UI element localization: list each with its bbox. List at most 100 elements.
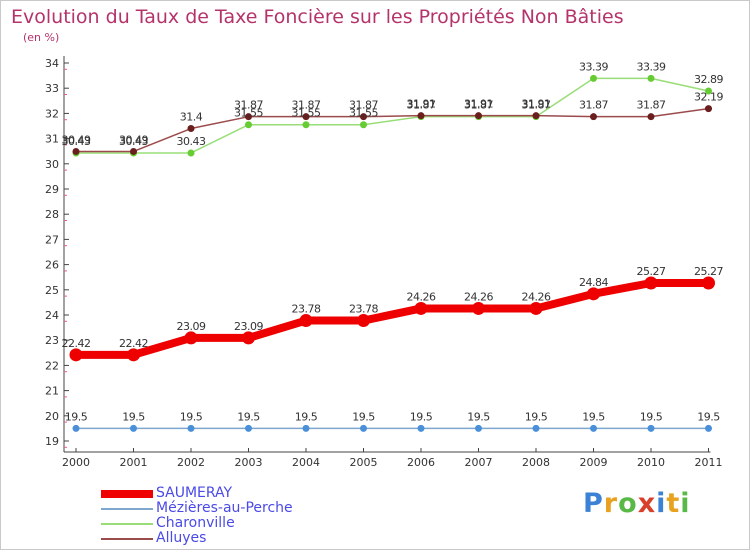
- data-label: 33.39: [637, 60, 666, 73]
- data-point: [475, 112, 482, 120]
- data-label: 30.43: [62, 135, 91, 148]
- data-label: 19.5: [237, 410, 260, 423]
- data-label: 19.5: [180, 410, 203, 423]
- data-label: 32.19: [694, 91, 723, 104]
- data-point: [532, 424, 540, 432]
- x-tick-label: 2008: [522, 456, 550, 469]
- data-point: [417, 424, 425, 432]
- data-label: 19.5: [697, 410, 720, 423]
- data-point: [647, 424, 655, 432]
- series-line-3: [76, 107, 709, 153]
- x-tick-label: 2001: [120, 456, 148, 469]
- logo-letter: r: [603, 488, 619, 519]
- data-label: 19.5: [295, 410, 318, 423]
- data-label: 31.87: [349, 99, 378, 112]
- data-point: [529, 301, 543, 315]
- x-tick-label: 2011: [695, 456, 723, 469]
- data-point: [302, 424, 310, 432]
- data-point: [242, 331, 255, 345]
- data-label: 23.09: [177, 320, 206, 333]
- data-point: [245, 424, 252, 432]
- logo-letter: P: [583, 488, 604, 519]
- x-tick-label: 2004: [292, 456, 320, 469]
- x-tick-label: 2000: [62, 456, 90, 469]
- data-label: 19.5: [352, 410, 375, 423]
- data-label: 22.42: [62, 337, 91, 350]
- data-label: 31.55: [292, 107, 321, 120]
- data-label: 19.5: [410, 410, 433, 423]
- data-label: 30.49: [119, 133, 148, 146]
- data-point: [590, 74, 597, 82]
- data-point: [299, 314, 313, 328]
- legend-label: SAUMERAY: [156, 485, 233, 501]
- y-tick-label: 20: [45, 410, 59, 423]
- logo-letter: x: [637, 488, 657, 519]
- data-label: 25.27: [637, 265, 666, 278]
- legend-swatch: [101, 538, 153, 540]
- data-point: [187, 424, 195, 432]
- data-label: 30.43: [177, 135, 206, 148]
- y-tick-label: 22: [45, 359, 59, 372]
- y-tick-label: 26: [45, 259, 59, 272]
- data-point: [130, 424, 137, 432]
- x-tick-label: 2009: [580, 456, 608, 469]
- logo-letter: i: [680, 488, 691, 519]
- chart-title: Evolution du Taux de Taxe Foncière sur l…: [11, 6, 624, 28]
- data-point: [644, 276, 658, 290]
- data-label: 31.87: [407, 99, 436, 112]
- y-tick-label: 25: [45, 284, 59, 297]
- data-point: [360, 121, 367, 129]
- data-label: 19.5: [640, 410, 663, 423]
- data-label: 31.55: [349, 107, 378, 120]
- data-label: 33.39: [579, 60, 608, 73]
- y-tick-label: 33: [45, 82, 59, 95]
- data-label: 19.5: [467, 410, 490, 423]
- data-point: [705, 87, 712, 95]
- legend-label: Alluyes: [156, 530, 207, 546]
- y-tick-label: 32: [45, 107, 59, 120]
- data-point: [187, 149, 195, 157]
- legend-item: SAUMERAY: [101, 486, 361, 501]
- data-label: 24.26: [522, 290, 551, 303]
- series-line-2: [76, 77, 709, 154]
- logo-letter: t: [666, 488, 681, 519]
- x-tick-label: 2003: [235, 456, 263, 469]
- data-point: [532, 112, 540, 120]
- data-label: 31.87: [579, 99, 608, 112]
- x-tick-label: 2007: [465, 456, 493, 469]
- unit-label: (en %): [23, 31, 60, 44]
- y-tick-label: 24: [45, 309, 59, 322]
- legend-label: Charonville: [156, 515, 235, 531]
- data-point: [245, 113, 252, 121]
- y-tick-label: 28: [45, 208, 59, 221]
- y-tick-label: 30: [45, 158, 59, 171]
- legend-item: Charonville: [101, 516, 361, 531]
- data-label: 24.26: [407, 290, 436, 303]
- data-label: 23.78: [292, 303, 321, 316]
- data-label: 31.87: [234, 99, 263, 112]
- data-point: [302, 113, 310, 121]
- data-label: 22.42: [119, 337, 148, 350]
- data-point: [647, 113, 655, 121]
- logo-letter: o: [618, 488, 638, 519]
- data-label: 31.87: [522, 99, 551, 112]
- legend-item: Alluyes: [101, 531, 361, 546]
- y-tick-label: 34: [45, 57, 59, 70]
- data-label: 25.27: [694, 265, 723, 278]
- data-point: [72, 424, 80, 432]
- data-point: [184, 331, 198, 345]
- data-point: [472, 301, 485, 315]
- data-label: 31.87: [637, 99, 666, 112]
- data-point: [127, 348, 140, 362]
- data-label: 19.5: [122, 410, 145, 423]
- data-point: [72, 147, 80, 155]
- data-label: 19.5: [525, 410, 548, 423]
- data-point: [590, 113, 597, 121]
- legend-label: Mézières-au-Perche: [156, 500, 293, 516]
- data-point: [475, 424, 482, 432]
- data-point: [414, 301, 428, 315]
- data-point: [187, 125, 195, 133]
- data-point: [245, 121, 252, 129]
- data-point: [360, 424, 367, 432]
